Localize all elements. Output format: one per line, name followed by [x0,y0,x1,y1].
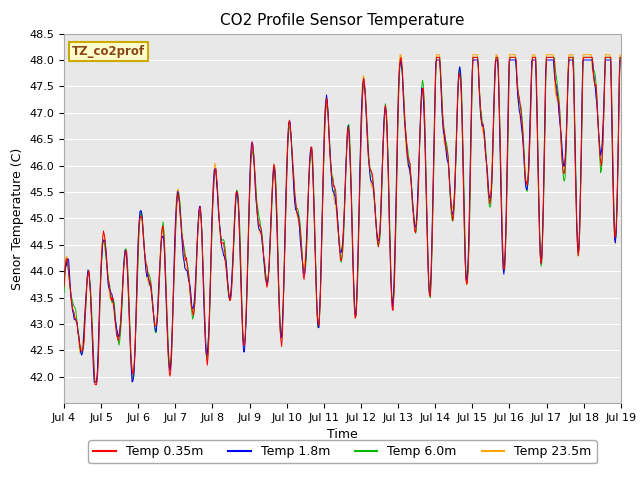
Legend: Temp 0.35m, Temp 1.8m, Temp 6.0m, Temp 23.5m: Temp 0.35m, Temp 1.8m, Temp 6.0m, Temp 2… [88,441,596,464]
X-axis label: Time: Time [327,429,358,442]
Title: CO2 Profile Sensor Temperature: CO2 Profile Sensor Temperature [220,13,465,28]
Text: TZ_co2prof: TZ_co2prof [72,45,145,58]
Y-axis label: Senor Temperature (C): Senor Temperature (C) [11,147,24,289]
